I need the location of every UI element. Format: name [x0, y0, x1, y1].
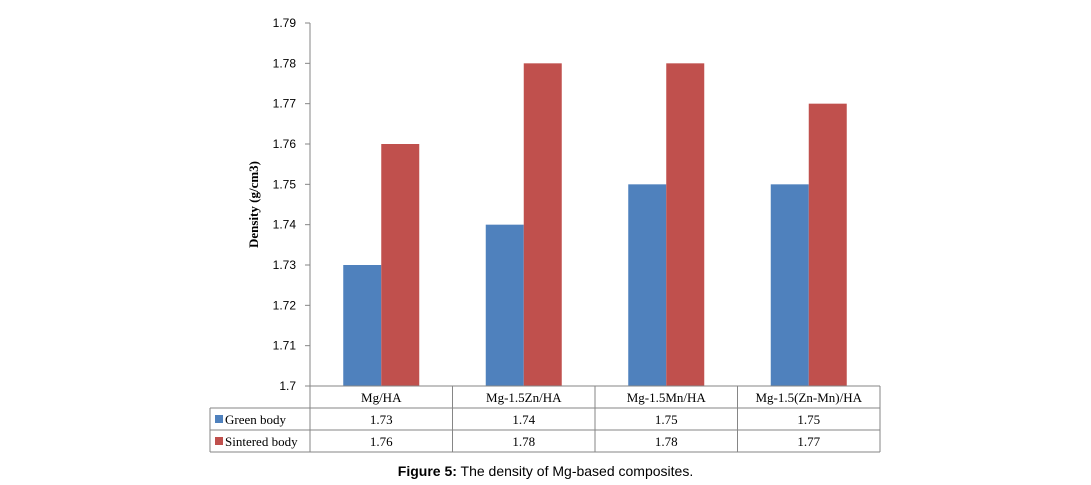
- y-tick-label: 1.72: [273, 298, 297, 312]
- data-table-value: 1.75: [655, 412, 678, 427]
- data-table-value: 1.78: [512, 434, 535, 449]
- y-tick-label: 1.75: [273, 177, 297, 191]
- y-tick-label: 1.78: [273, 56, 297, 70]
- y-tick-label: 1.74: [273, 218, 297, 232]
- bar-green-body: [770, 184, 809, 386]
- bar-green-body: [628, 184, 667, 386]
- data-table-value: 1.73: [370, 412, 393, 427]
- y-axis-label: Density (g/cm3): [246, 161, 261, 248]
- data-table-value: 1.77: [797, 434, 820, 449]
- bar-green-body: [343, 265, 382, 386]
- x-category-label: Mg-1.5Mn/HA: [627, 390, 707, 405]
- data-table-value: 1.78: [655, 434, 678, 449]
- data-table-value: 1.74: [512, 412, 535, 427]
- caption-label: Figure 5:: [397, 463, 457, 479]
- y-tick-label: 1.73: [273, 258, 297, 272]
- figure-caption: Figure 5: The density of Mg-based compos…: [0, 463, 1091, 479]
- bar-green-body: [485, 224, 524, 386]
- x-category-label: Mg-1.5Zn/HA: [486, 390, 562, 405]
- legend-label: Green body: [225, 412, 287, 427]
- legend-swatch: [215, 415, 223, 423]
- bar-sintered-body: [808, 103, 847, 387]
- y-tick-label: 1.77: [273, 97, 297, 111]
- bar-sintered-body: [381, 144, 420, 386]
- x-category-label: Mg/HA: [361, 390, 402, 405]
- density-bar-chart: 1.79 1.78 1.77 1.76 1.75 1.74 1.73 1.72 1.71 1.7 D…: [209, 16, 881, 453]
- x-category-label: Mg-1.5(Zn-Mn)/HA: [755, 390, 862, 405]
- y-tick-label: 1.76: [273, 137, 297, 151]
- bar-sintered-body: [666, 63, 705, 386]
- data-table-value: 1.75: [797, 412, 820, 427]
- caption-text: The density of Mg-based composites.: [456, 463, 694, 479]
- y-tick-label: 1.79: [273, 16, 297, 30]
- bar-sintered-body: [523, 63, 562, 386]
- data-table-value: 1.76: [370, 434, 393, 449]
- y-tick-label: 1.71: [273, 339, 297, 353]
- legend-label: Sintered body: [225, 434, 298, 449]
- y-tick-label: 1.7: [279, 379, 296, 393]
- legend-swatch: [215, 437, 223, 445]
